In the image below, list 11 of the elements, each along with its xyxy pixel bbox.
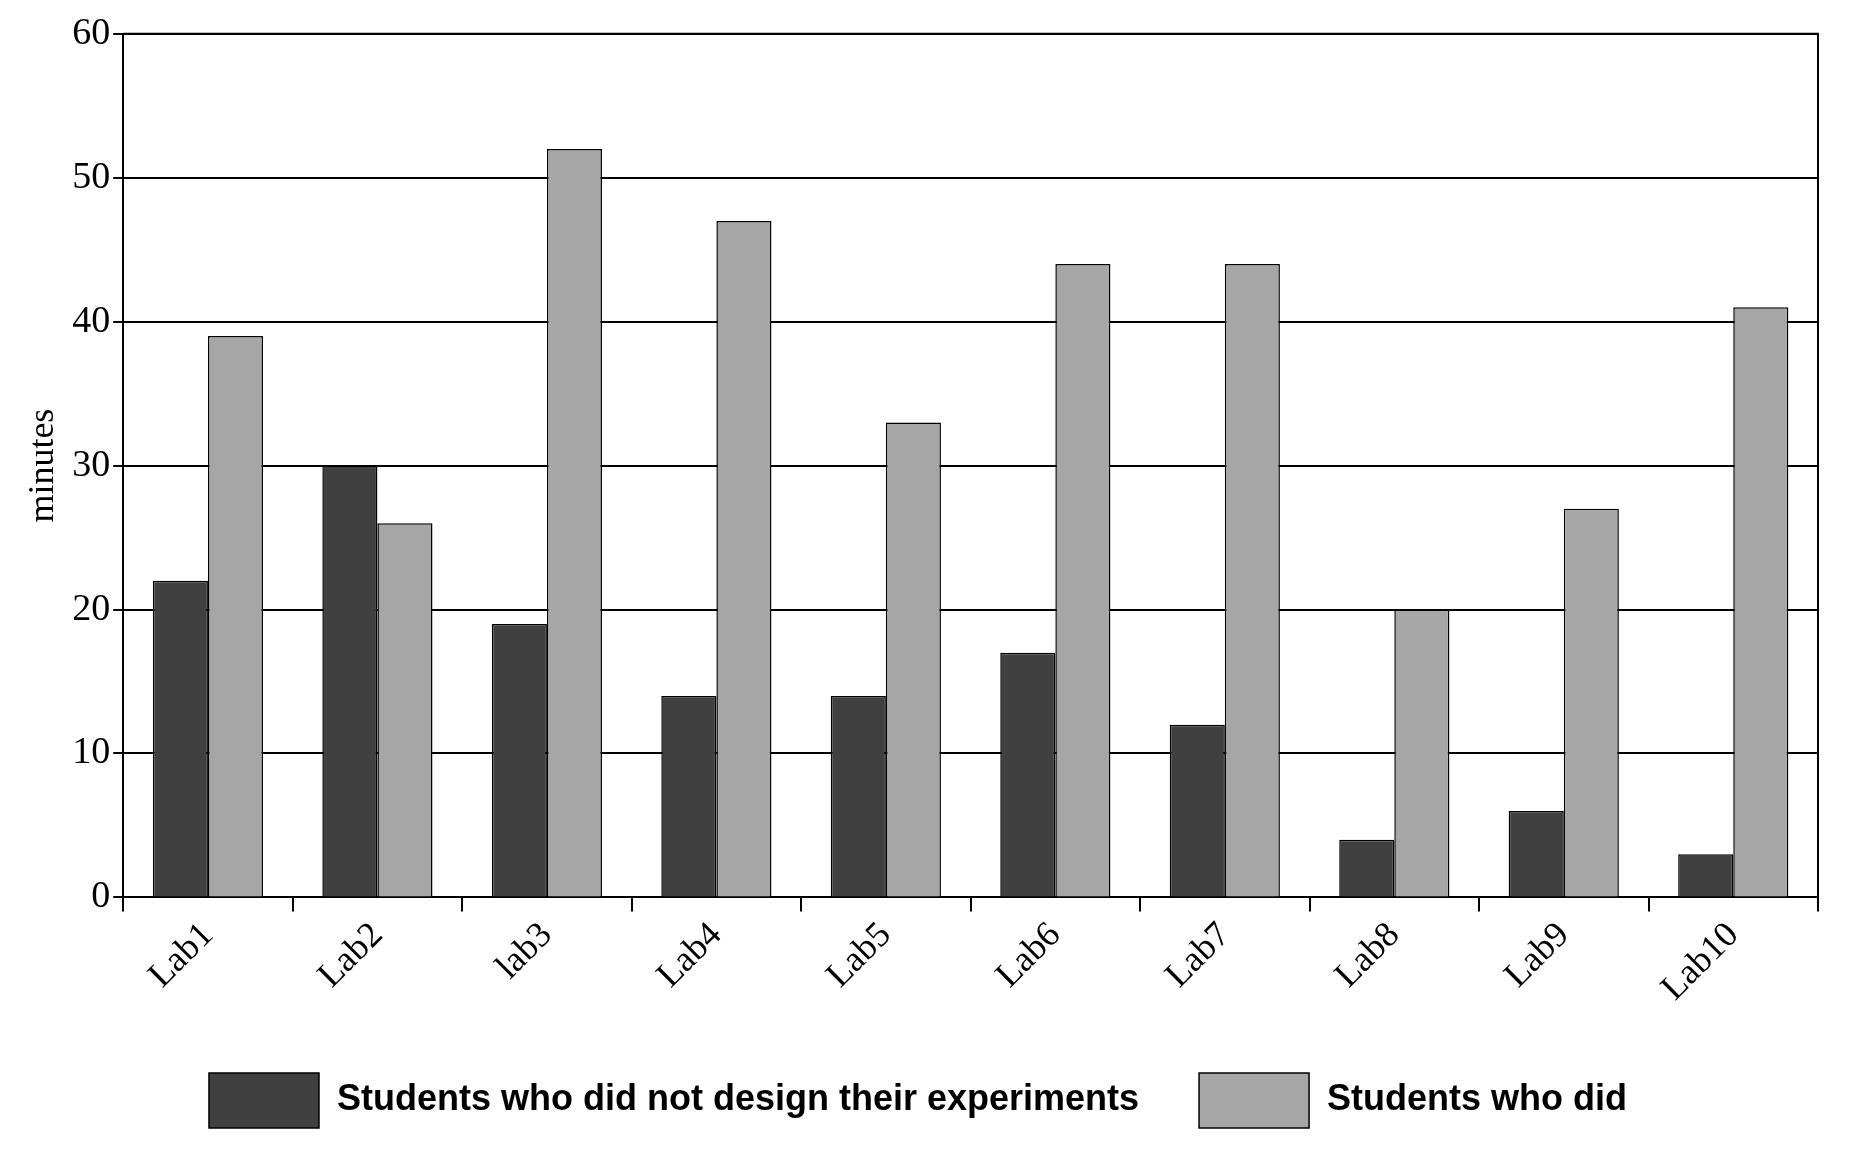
y-tick-label: 20 <box>72 585 111 628</box>
y-tick-label: 40 <box>72 297 111 340</box>
y-axis-title: minutes <box>21 408 62 523</box>
legend-label: Students who did <box>1327 1077 1628 1119</box>
y-tick-label: 50 <box>72 153 111 196</box>
y-tick-label: 30 <box>72 441 111 484</box>
legend-label: Students who did not design their experiments <box>336 1077 1140 1119</box>
y-tick-label: 60 <box>72 9 111 52</box>
y-tick-label: 0 <box>91 873 111 916</box>
y-tick-label: 10 <box>72 729 111 772</box>
x-tick-label: lab3 <box>487 913 560 986</box>
